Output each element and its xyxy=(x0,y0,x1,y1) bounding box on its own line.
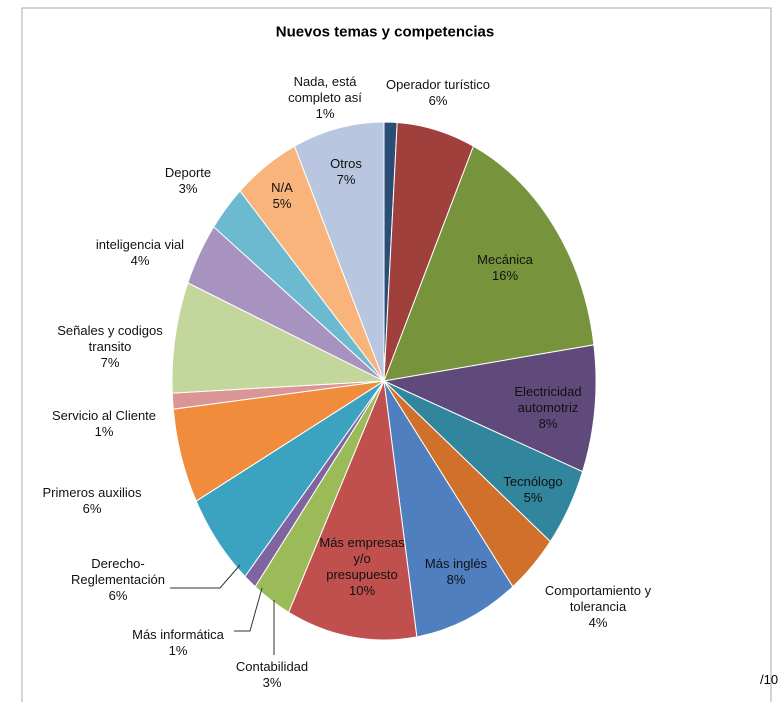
category-label: Contabilidad xyxy=(235,659,309,674)
pie-slice xyxy=(382,344,597,473)
category-label: Otros xyxy=(330,156,362,171)
category-label: Deporte xyxy=(164,165,212,180)
value-label: 6% xyxy=(428,93,448,108)
value-label: 5% xyxy=(272,196,292,211)
category-label: Más empresas y/o presupuesto xyxy=(319,535,405,582)
edge-text: /10 xyxy=(760,672,779,687)
category-label: N/A xyxy=(271,180,293,195)
slice-label: inteligencia vial 4% xyxy=(80,237,200,269)
category-label: Nada, está completo así xyxy=(288,74,362,105)
value-label: 3% xyxy=(178,181,198,196)
slice-label: Operador turístico 6% xyxy=(378,77,498,109)
value-label: 1% xyxy=(168,643,188,658)
slice-label: Deporte 3% xyxy=(148,165,228,197)
slice-label: Otros 7% xyxy=(316,156,376,188)
chart-frame xyxy=(21,7,772,702)
slice-label: Derecho-Reglementación 6% xyxy=(58,556,178,604)
value-label: 4% xyxy=(130,253,150,268)
slice-label: Tecnólogo 5% xyxy=(488,474,578,506)
value-label: 5% xyxy=(523,490,543,505)
value-label: 7% xyxy=(336,172,356,187)
value-label: 1% xyxy=(315,106,335,121)
category-label: Más informática xyxy=(132,627,224,642)
slice-label: Electricidad automotriz 8% xyxy=(503,384,593,432)
pie-slice xyxy=(171,282,386,394)
category-label: Tecnólogo xyxy=(503,474,563,489)
slice-label: Comportamiento y tolerancia 4% xyxy=(533,583,663,631)
category-label: inteligencia vial xyxy=(95,237,185,252)
category-label: Más inglés xyxy=(424,556,488,571)
slice-label: N/A 5% xyxy=(252,180,312,212)
value-label: 8% xyxy=(538,416,558,431)
value-label: 6% xyxy=(82,501,102,516)
pie-slice xyxy=(383,380,514,638)
slice-label: Servicio al Cliente 1% xyxy=(34,408,174,440)
value-label: 3% xyxy=(262,675,282,690)
value-label: 8% xyxy=(446,572,466,587)
slice-label: Contabilidad 3% xyxy=(222,659,322,691)
pie-slice xyxy=(288,379,418,641)
category-label: Señales y codigos transito xyxy=(57,323,163,354)
slice-label: Mecánica 16% xyxy=(460,252,550,284)
value-label: 10% xyxy=(348,583,376,598)
slice-label: Más empresas y/o presupuesto 10% xyxy=(317,535,407,599)
value-label: 16% xyxy=(491,268,519,283)
slice-label: Nada, está completo así 1% xyxy=(275,74,375,122)
slice-label: Primeros auxilios 6% xyxy=(27,485,157,517)
value-label: 6% xyxy=(108,588,128,603)
category-label: Mecánica xyxy=(477,252,533,267)
pie-slice xyxy=(383,145,595,382)
leader-line xyxy=(234,587,263,632)
value-label: 7% xyxy=(100,355,120,370)
value-label: 4% xyxy=(588,615,608,630)
slice-label: Más inglés 8% xyxy=(421,556,491,588)
chart-title: Nuevos temas y competencias xyxy=(275,23,495,41)
category-label: Electricidad automotriz xyxy=(514,384,582,415)
category-label: Primeros auxilios xyxy=(42,485,142,500)
category-label: Servicio al Cliente xyxy=(51,408,157,423)
pie-slice xyxy=(293,121,385,382)
leader-lines xyxy=(170,564,275,655)
category-label: Operador turístico xyxy=(385,77,491,92)
pie xyxy=(171,121,597,641)
leader-line xyxy=(170,564,241,589)
category-label: Comportamiento y tolerancia xyxy=(544,583,652,614)
slice-label: Más informática 1% xyxy=(113,627,243,659)
value-label: 1% xyxy=(94,424,114,439)
slice-label: Señales y codigos transito 7% xyxy=(45,323,175,371)
category-label: Derecho-Reglementación xyxy=(71,556,165,587)
